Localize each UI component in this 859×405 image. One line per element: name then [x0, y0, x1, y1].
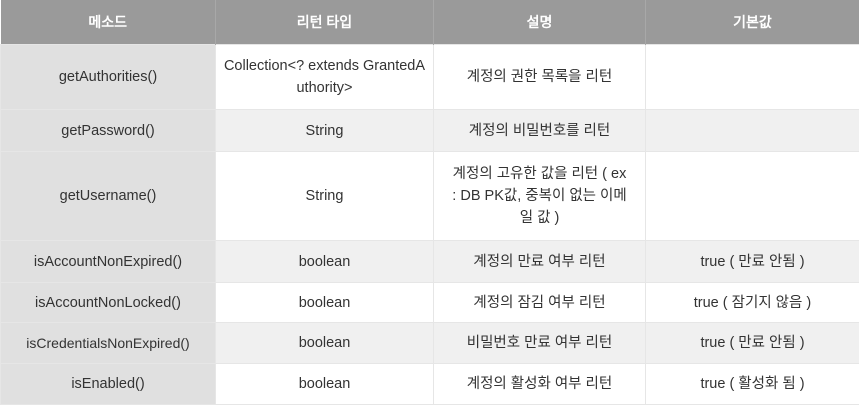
return-type-cell: boolean — [216, 241, 434, 283]
table-row: isAccountNonExpired() boolean 계정의 만료 여부 … — [1, 241, 859, 283]
method-cell: getUsername() — [1, 152, 216, 241]
table-row: isCredentialsNonExpired() boolean 비밀번호 만… — [1, 323, 859, 364]
table-row: getPassword() String 계정의 비밀번호를 리턴 — [1, 110, 859, 152]
return-type-cell: boolean — [216, 364, 434, 405]
header-row: 메소드 리턴 타입 설명 기본값 — [1, 0, 859, 45]
default-cell: true ( 활성화 됨 ) — [646, 364, 859, 405]
method-cell: isAccountNonLocked() — [1, 283, 216, 323]
default-cell: true ( 잠기지 않음 ) — [646, 283, 859, 323]
return-type-cell: String — [216, 110, 434, 152]
default-cell — [646, 110, 859, 152]
description-cell: 계정의 잠김 여부 리턴 — [434, 283, 646, 323]
table-row: getUsername() String 계정의 고유한 값을 리턴 ( ex … — [1, 152, 859, 241]
default-cell — [646, 45, 859, 110]
default-cell: true ( 만료 안됨 ) — [646, 323, 859, 364]
description-cell: 계정의 활성화 여부 리턴 — [434, 364, 646, 405]
header-return-type: 리턴 타입 — [216, 0, 434, 45]
return-type-cell: Collection<? extends GrantedAuthority> — [216, 45, 434, 110]
default-cell — [646, 152, 859, 241]
return-type-cell: boolean — [216, 283, 434, 323]
header-default: 기본값 — [646, 0, 859, 45]
return-type-cell: String — [216, 152, 434, 241]
header-method: 메소드 — [1, 0, 216, 45]
description-cell: 비밀번호 만료 여부 리턴 — [434, 323, 646, 364]
description-cell: 계정의 고유한 값을 리턴 ( ex : DB PK값, 중복이 없는 이메일 … — [434, 152, 646, 241]
table-row: isAccountNonLocked() boolean 계정의 잠김 여부 리… — [1, 283, 859, 323]
return-type-cell: boolean — [216, 323, 434, 364]
table-row: getAuthorities() Collection<? extends Gr… — [1, 45, 859, 110]
method-cell: getPassword() — [1, 110, 216, 152]
default-cell: true ( 만료 안됨 ) — [646, 241, 859, 283]
table-row: isEnabled() boolean 계정의 활성화 여부 리턴 true (… — [1, 364, 859, 405]
method-cell: isAccountNonExpired() — [1, 241, 216, 283]
method-cell: getAuthorities() — [1, 45, 216, 110]
header-description: 설명 — [434, 0, 646, 45]
description-cell: 계정의 만료 여부 리턴 — [434, 241, 646, 283]
method-cell: isEnabled() — [1, 364, 216, 405]
method-cell: isCredentialsNonExpired() — [1, 323, 216, 364]
description-cell: 계정의 권한 목록을 리턴 — [434, 45, 646, 110]
description-cell: 계정의 비밀번호를 리턴 — [434, 110, 646, 152]
